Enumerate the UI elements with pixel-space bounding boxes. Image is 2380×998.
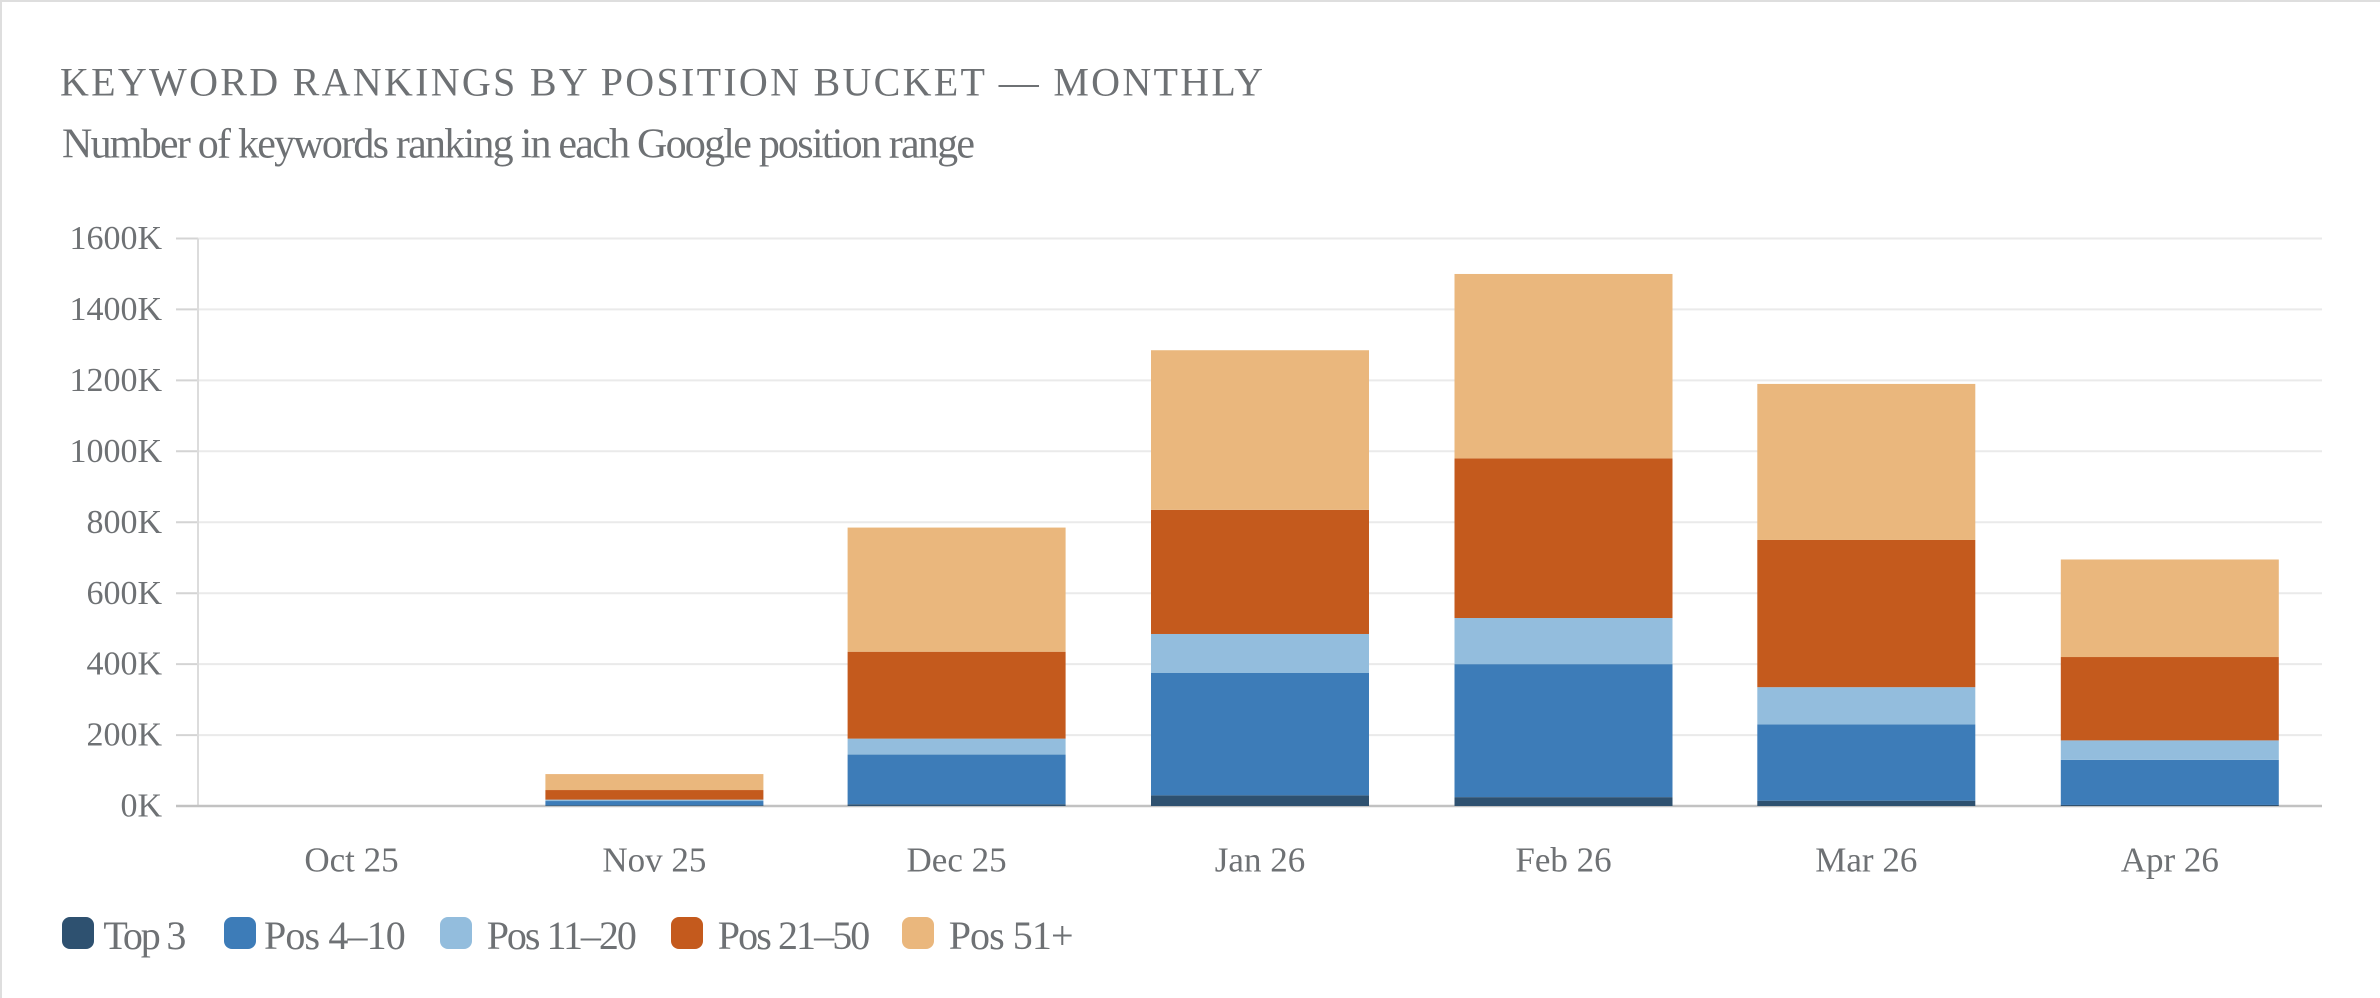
svg-text:1600K: 1600K — [69, 220, 162, 257]
svg-text:200K: 200K — [86, 717, 162, 754]
svg-text:Feb 26: Feb 26 — [1515, 841, 1611, 880]
svg-text:800K: 800K — [86, 504, 162, 541]
svg-text:0K: 0K — [120, 788, 162, 825]
svg-text:Dec 25: Dec 25 — [907, 841, 1007, 880]
svg-text:Nov 25: Nov 25 — [602, 841, 706, 880]
svg-text:1000K: 1000K — [69, 433, 162, 470]
svg-text:Pos 11–20: Pos 11–20 — [487, 913, 637, 958]
svg-text:600K: 600K — [86, 575, 162, 612]
svg-text:KEYWORD RANKINGS BY POSITION B: KEYWORD RANKINGS BY POSITION BUCKET — MO… — [60, 60, 1263, 105]
svg-text:1400K: 1400K — [69, 291, 162, 328]
svg-text:Oct 25: Oct 25 — [304, 841, 398, 880]
svg-text:Pos 51+: Pos 51+ — [949, 913, 1074, 958]
svg-text:400K: 400K — [86, 646, 162, 683]
svg-text:Pos 4–10: Pos 4–10 — [264, 913, 406, 958]
svg-text:Pos 21–50: Pos 21–50 — [718, 913, 871, 958]
svg-text:Number of keywords ranking in: Number of keywords ranking in each Googl… — [62, 122, 975, 168]
svg-text:Jan 26: Jan 26 — [1215, 841, 1305, 880]
svg-text:1200K: 1200K — [69, 362, 162, 399]
svg-text:Mar 26: Mar 26 — [1815, 841, 1917, 880]
svg-text:Apr 26: Apr 26 — [2121, 841, 2219, 880]
svg-text:Top 3: Top 3 — [103, 913, 186, 958]
